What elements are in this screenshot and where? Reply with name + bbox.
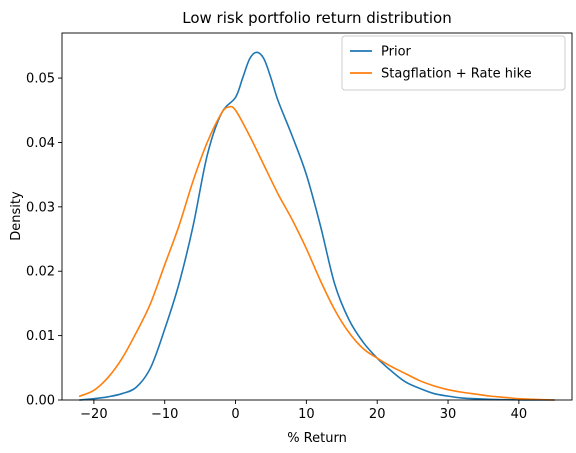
x-tick-label: 30: [440, 407, 457, 422]
x-axis-title: % Return: [287, 431, 347, 446]
x-tick-label: 20: [369, 407, 386, 422]
chart-title: Low risk portfolio return distribution: [182, 9, 452, 27]
series-line-1: [78, 51, 556, 401]
plot-frame: [61, 32, 573, 401]
legend-label-2: Stagflation + Rate hike: [381, 67, 532, 82]
x-tick-label: 0: [231, 407, 239, 422]
y-tick-label: 0.04: [26, 136, 55, 151]
y-tick-label: 0.01: [26, 329, 55, 344]
x-tick-label: −20: [80, 407, 107, 422]
x-tick-label: 40: [511, 407, 528, 422]
y-tick-label: 0.05: [26, 72, 55, 87]
series-line-2: [78, 105, 556, 401]
legend-label-1: Prior: [381, 45, 412, 60]
legend: Prior Stagflation + Rate hike: [341, 35, 566, 91]
x-tick-label: −10: [151, 407, 178, 422]
x-tick-label: 10: [298, 407, 315, 422]
y-axis-title: Density: [9, 191, 24, 241]
plot-area: −20 −10 0 10 20 30 40 0.00 0.01 0.02 0.03 0.04 0.05: [26, 32, 573, 422]
y-tick-label: 0.00: [26, 394, 55, 409]
y-tick-label: 0.03: [26, 200, 55, 215]
y-tick-label: 0.02: [26, 265, 55, 280]
legend-box: [341, 35, 566, 91]
